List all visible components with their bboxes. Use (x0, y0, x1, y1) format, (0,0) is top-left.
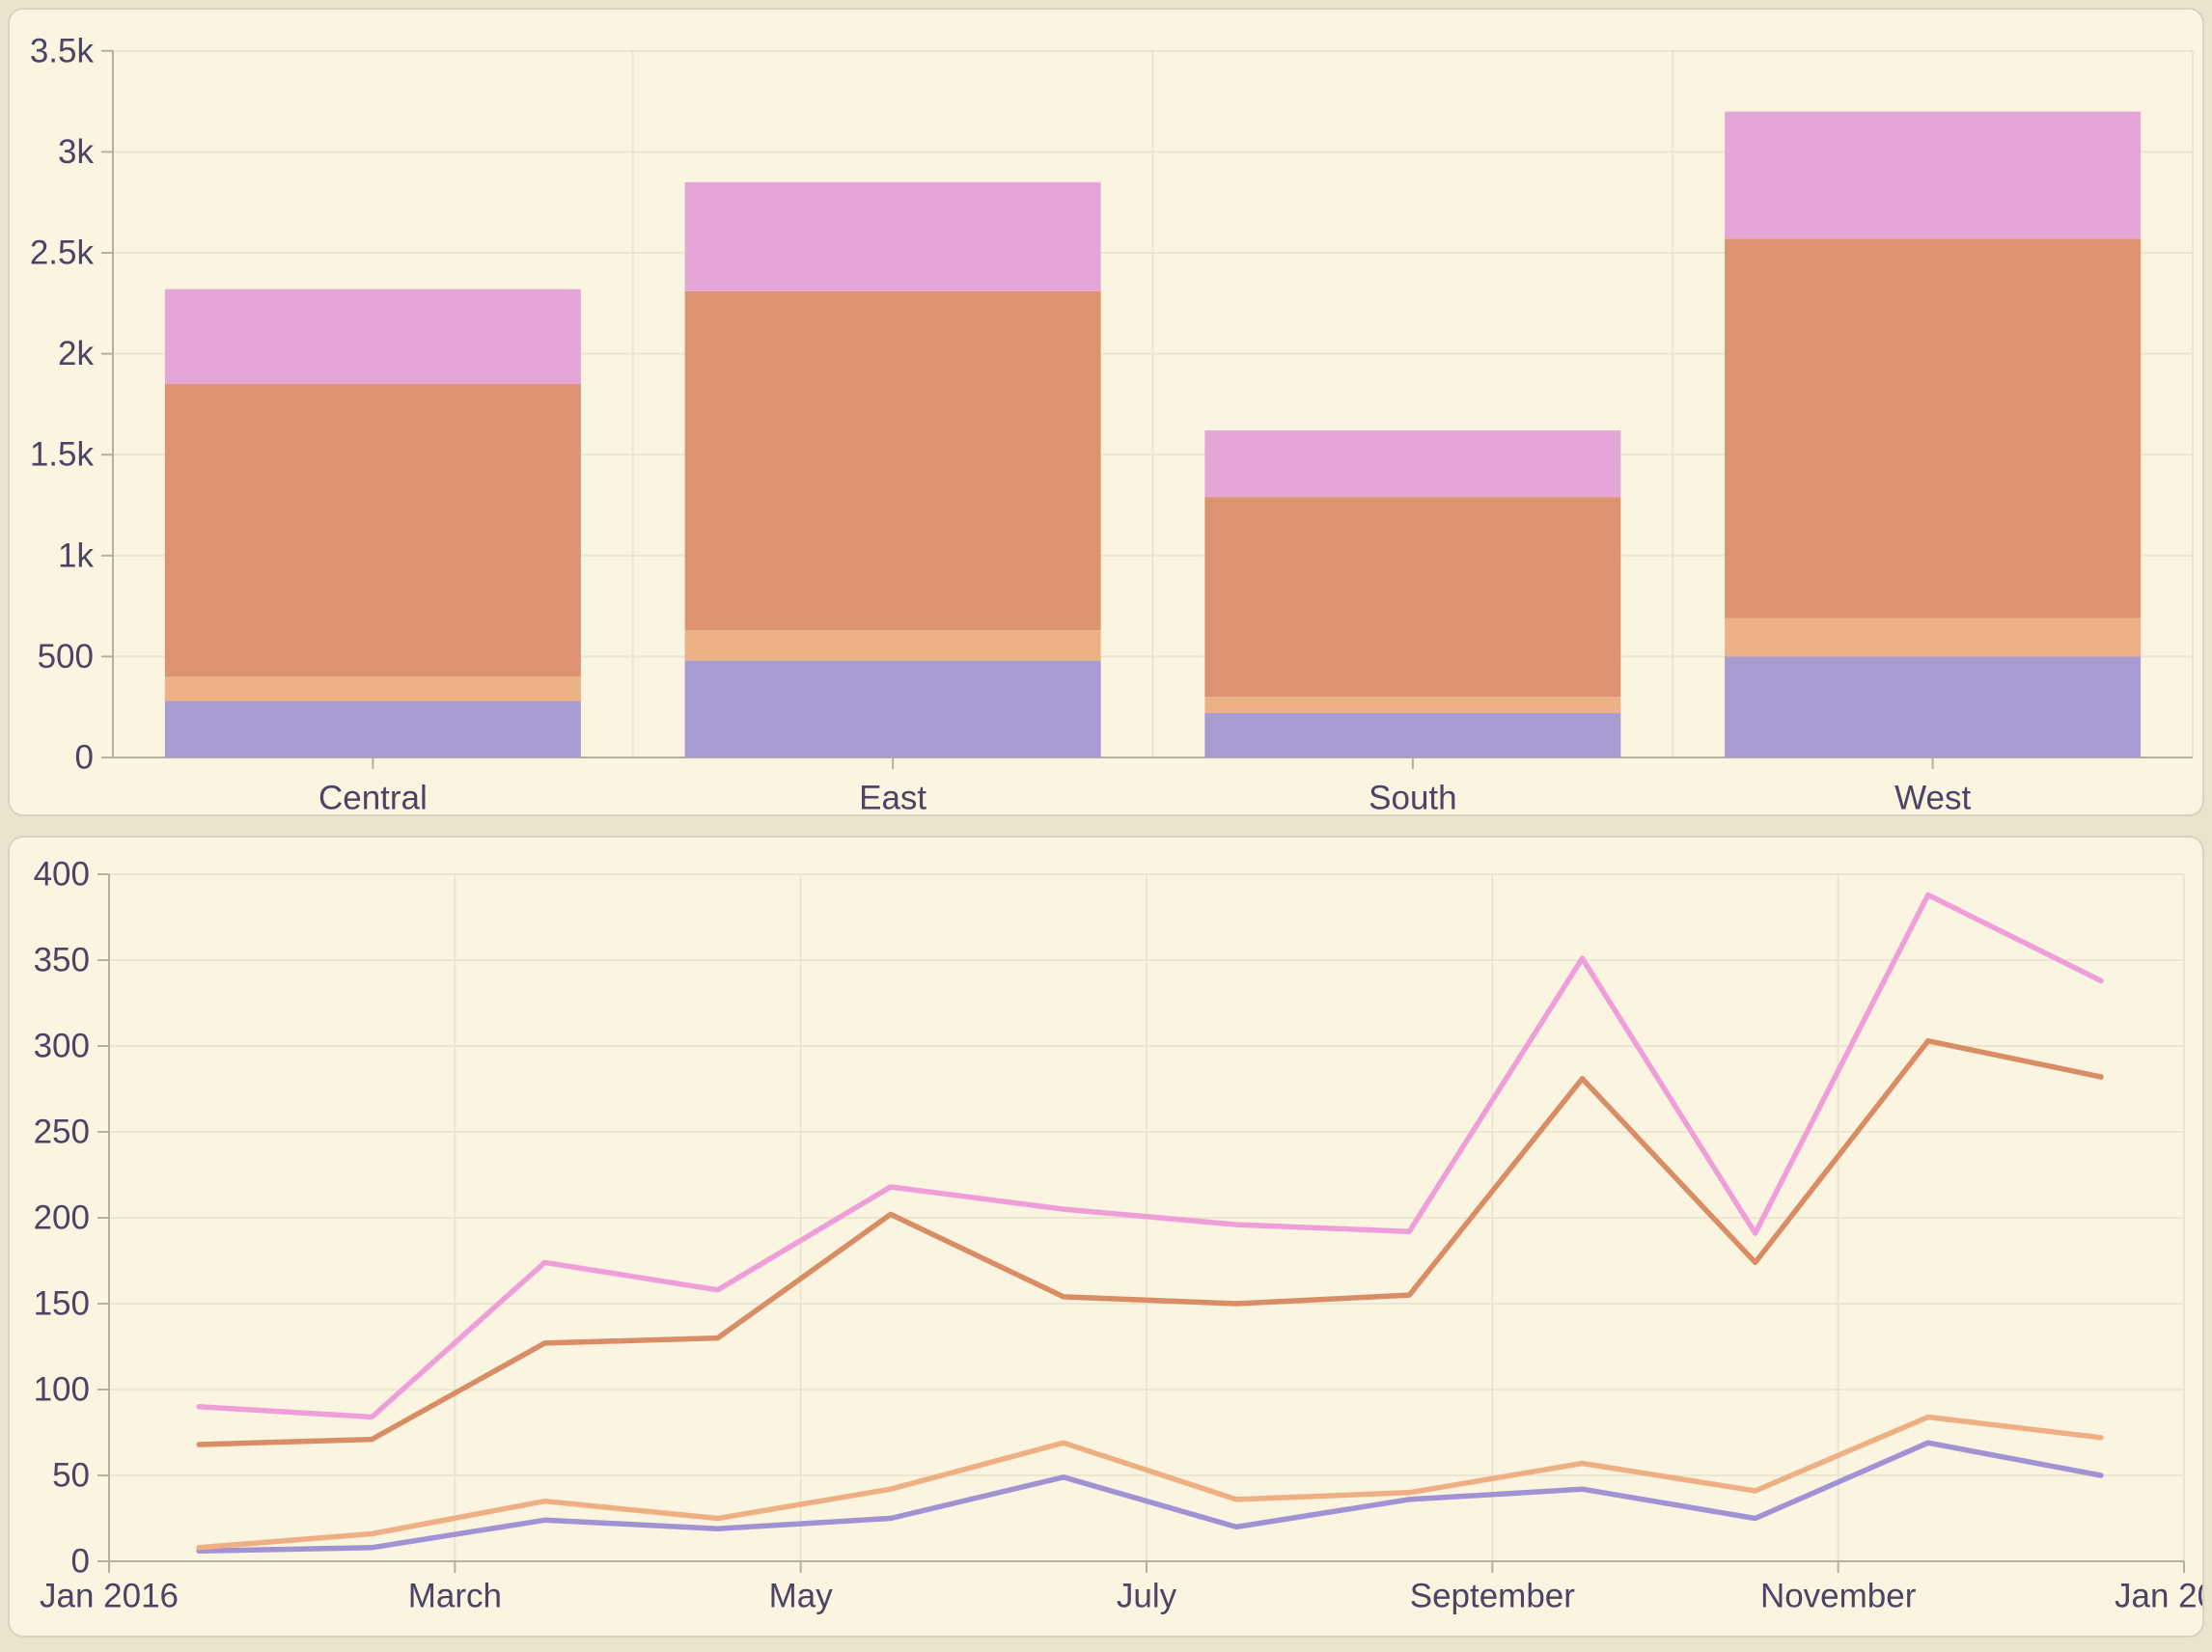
axes (97, 873, 2185, 1573)
line-series-tan[interactable] (196, 1414, 2104, 1551)
line-series-purple[interactable] (196, 1440, 2104, 1555)
y-axis-label: 300 (34, 1028, 90, 1065)
y-axis-label: 1k (58, 537, 94, 574)
x-axis-label-east: East (859, 780, 926, 815)
y-axis-label: 2.5k (30, 234, 95, 272)
x-axis-label-jan-2016: Jan 2016 (40, 1578, 179, 1615)
bar-segment-east-tan[interactable] (684, 630, 1101, 661)
bar-segment-west-tan[interactable] (1725, 618, 2142, 657)
line-series-pink[interactable] (196, 892, 2104, 1420)
bar-segment-east-purple[interactable] (684, 660, 1101, 757)
y-axis-label: 50 (52, 1457, 90, 1495)
bars (164, 111, 2142, 757)
x-axis-label-september: September (1410, 1578, 1576, 1615)
bar-segment-south-salmon[interactable] (1204, 497, 1621, 698)
y-axis-label: 150 (34, 1285, 90, 1323)
y-axis-label: 0 (71, 1543, 90, 1581)
y-axis-label: 200 (34, 1199, 90, 1237)
labels: 0 500 1k 1.5k 2k 2.5k 3k 3.5k Central East South We… (30, 32, 1972, 814)
line-chart-card: 0 50 100 150 200 250 300 350 400 Jan 2016 March May… (8, 836, 2204, 1638)
y-axis-label: 500 (38, 638, 94, 675)
y-axis-label: 100 (34, 1371, 90, 1409)
series-lines (196, 892, 2104, 1555)
y-axis-label: 3.5k (30, 32, 95, 69)
bar-segment-central-salmon[interactable] (164, 383, 581, 677)
bar-segment-west-pink[interactable] (1725, 111, 2142, 239)
y-axis-label: 400 (34, 856, 90, 894)
x-axis-label-november: November (1760, 1578, 1917, 1615)
y-axis-label: 1.5k (30, 436, 95, 474)
bar-segment-south-purple[interactable] (1204, 712, 1621, 757)
y-axis-label: 0 (75, 739, 94, 777)
bar-segment-east-pink[interactable] (684, 181, 1101, 291)
x-axis-label-south: South (1369, 780, 1456, 815)
y-axis-label: 250 (34, 1114, 90, 1151)
bar-segment-east-salmon[interactable] (684, 290, 1101, 631)
x-axis-label-central: Central (318, 780, 428, 815)
bar-segment-west-salmon[interactable] (1725, 238, 2142, 619)
bar-segment-west-purple[interactable] (1725, 656, 2142, 757)
bar-segment-central-pink[interactable] (164, 289, 581, 384)
monthly-line-chart[interactable]: 0 50 100 150 200 250 300 350 400 Jan 2016 March May… (10, 838, 2202, 1636)
bar-segment-central-purple[interactable] (164, 701, 581, 757)
y-axis-label: 2k (58, 335, 94, 372)
bar-segment-central-tan[interactable] (164, 676, 581, 702)
gridlines (109, 873, 2185, 1561)
x-axis-label-july: July (1117, 1578, 1177, 1615)
bar-segment-south-pink[interactable] (1204, 430, 1621, 498)
stacked-bar-chart[interactable]: 0 500 1k 1.5k 2k 2.5k 3k 3.5k Central East South We… (10, 10, 2202, 814)
bar-chart-card: 0 500 1k 1.5k 2k 2.5k 3k 3.5k Central East South We… (8, 8, 2204, 816)
x-axis-label-west: West (1894, 780, 1971, 815)
y-axis-label: 350 (34, 942, 90, 979)
x-axis-label-march: March (408, 1578, 502, 1615)
y-axis-label: 3k (58, 133, 94, 171)
x-axis-label-jan-2017: Jan 2017 (2115, 1578, 2202, 1615)
bar-segment-south-tan[interactable] (1204, 697, 1621, 713)
line-series-orange[interactable] (196, 1037, 2104, 1447)
labels: 0 50 100 150 200 250 300 350 400 Jan 2016 March May… (34, 856, 2202, 1615)
x-axis-label-may: May (769, 1578, 834, 1615)
